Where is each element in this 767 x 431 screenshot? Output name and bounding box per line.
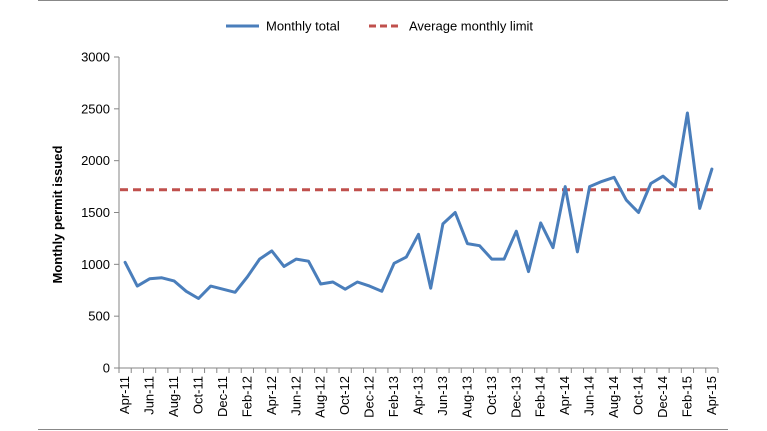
series-line-monthly-total <box>123 111 714 300</box>
x-tick-label: Dec-11 <box>215 376 230 417</box>
series-layer <box>120 111 717 300</box>
legend-label: Monthly total <box>266 19 340 34</box>
x-tick-label: Oct-11 <box>190 376 205 414</box>
x-tick-label: Jun-13 <box>435 376 450 416</box>
y-tick-label: 3000 <box>81 50 110 65</box>
x-tick-label: Apr-13 <box>411 376 426 415</box>
x-tick-label: Oct-12 <box>337 376 352 415</box>
y-tick-label: 1500 <box>81 205 110 220</box>
y-tick-label: 2500 <box>81 101 110 116</box>
x-tick-label: Apr-14 <box>557 376 572 415</box>
x-tick-label: Jun-14 <box>582 376 597 416</box>
x-tick-label: Apr-12 <box>264 376 279 415</box>
y-axis-title: Monthly permit issued <box>50 145 65 283</box>
x-tick-label: Dec-14 <box>655 376 670 418</box>
x-tick-label: Apr-15 <box>704 376 719 415</box>
y-axis: 0 500 1000 1500 2000 2500 3000 <box>81 50 120 376</box>
x-tick-label: Feb-13 <box>386 376 401 417</box>
x-tick-label: Aug-11 <box>166 376 181 417</box>
x-tick-label: Jun-12 <box>288 376 303 416</box>
x-tick-label: Apr-11 <box>117 376 132 414</box>
x-tick-label: Jun-11 <box>142 376 157 415</box>
x-tick-label: Dec-12 <box>362 376 377 418</box>
y-tick-label: 2000 <box>81 153 110 168</box>
x-tick-label: Aug-12 <box>313 376 328 418</box>
y-tick-label: 1000 <box>81 257 110 272</box>
legend: Monthly total Average monthly limit <box>226 19 533 34</box>
legend-label: Average monthly limit <box>409 19 533 34</box>
x-tick-label: Feb-15 <box>679 376 694 417</box>
y-tick-label: 500 <box>88 309 110 324</box>
x-tick-label: Oct-13 <box>484 376 499 415</box>
bottom-rule <box>38 429 728 430</box>
x-tick-label: Dec-13 <box>508 376 523 418</box>
x-tick-label: Oct-14 <box>631 376 646 415</box>
x-tick-label: Feb-12 <box>239 376 254 417</box>
top-rule <box>38 0 728 1</box>
x-axis: Apr-11 Jun-11 Aug-11 Oct-11 Dec-11 Feb-12 Apr-… <box>117 367 719 418</box>
y-tick-label: 0 <box>103 361 110 376</box>
x-tick-label: Feb-14 <box>533 376 548 417</box>
x-tick-label: Aug-14 <box>606 376 621 418</box>
x-tick-label: Aug-13 <box>459 376 474 418</box>
